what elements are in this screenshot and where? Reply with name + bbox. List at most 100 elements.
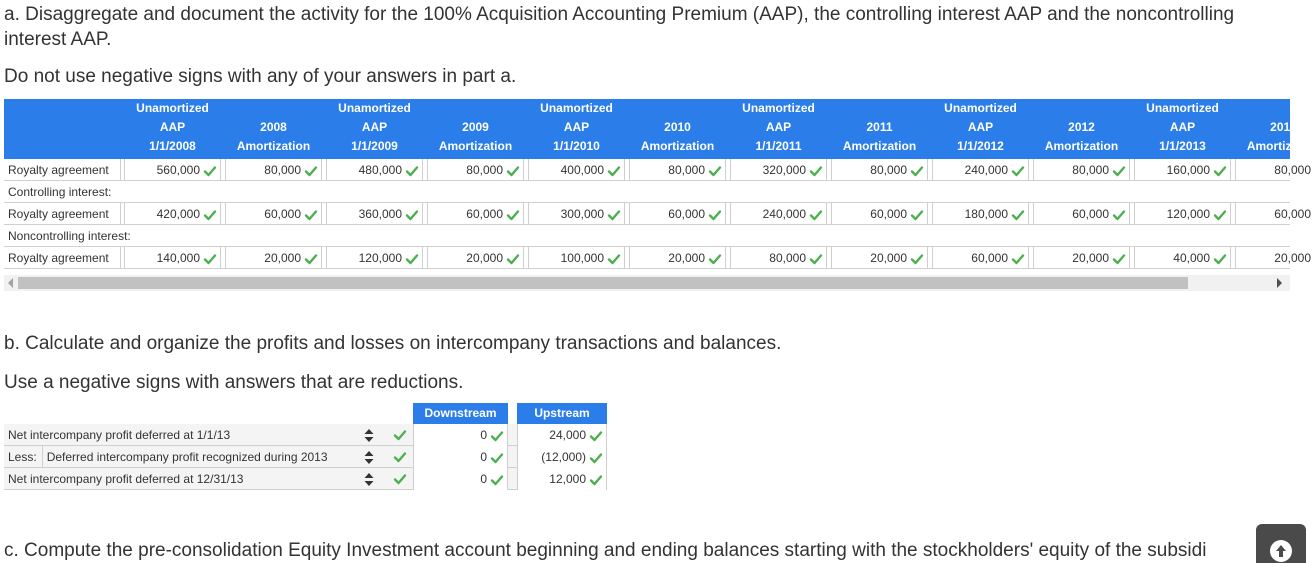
section-label: Noncontrolling interest: — [8, 229, 131, 243]
answer-value: 100,000 — [560, 251, 604, 265]
answer-input[interactable]: 120,000 — [1134, 203, 1231, 225]
check-icon — [708, 164, 722, 178]
answer-value: 60,000 — [466, 207, 503, 221]
answer-input[interactable]: 320,000 — [730, 159, 827, 181]
upstream-input[interactable]: 24,000 — [517, 424, 607, 446]
answer-input[interactable]: 20,000 — [831, 247, 928, 269]
answer-input[interactable]: 560,000 — [124, 159, 221, 181]
answer-input[interactable]: 80,000 — [1235, 159, 1314, 181]
row-label: Less: Deferred intercompany profit recogn… — [4, 446, 374, 468]
downstream-input[interactable]: 0 — [413, 424, 508, 446]
answer-input[interactable]: 80,000 — [427, 159, 524, 181]
column-header-line: Unamortized — [540, 101, 613, 115]
horizontal-scrollbar[interactable] — [4, 275, 1290, 291]
answer-input[interactable]: 80,000 — [629, 159, 726, 181]
check-icon — [607, 252, 621, 266]
answer-input[interactable]: 80,000 — [730, 247, 827, 269]
section-row: Controlling interest: — [4, 181, 1290, 203]
answer-input[interactable]: 20,000 — [1033, 247, 1130, 269]
spinner-icon[interactable] — [364, 473, 374, 486]
check-icon — [1011, 208, 1025, 222]
answer-input[interactable]: 20,000 — [629, 247, 726, 269]
upstream-header: Upstream — [517, 403, 607, 424]
check-icon — [506, 164, 520, 178]
answer-input[interactable]: 60,000 — [831, 203, 928, 225]
check-icon — [809, 164, 823, 178]
scroll-to-top-button[interactable] — [1256, 524, 1306, 563]
answer-input[interactable]: 60,000 — [225, 203, 322, 225]
answer-value: 80,000 — [870, 163, 907, 177]
check-icon — [304, 208, 318, 222]
answer-input[interactable]: 180,000 — [932, 203, 1029, 225]
answer-value: 240,000 — [762, 207, 806, 221]
spinner-icon[interactable] — [364, 451, 374, 464]
column-header-line: 1/1/2009 — [351, 139, 398, 153]
answer-input[interactable]: 420,000 — [124, 203, 221, 225]
answer-input[interactable]: 160,000 — [1134, 159, 1231, 181]
answer-input[interactable]: 20,000 — [225, 247, 322, 269]
answer-input[interactable]: 60,000 — [629, 203, 726, 225]
answer-input[interactable]: 60,000 — [932, 247, 1029, 269]
answer-value: 60,000 — [1072, 207, 1109, 221]
scrollbar-thumb[interactable] — [18, 277, 1188, 289]
column-header-line: Amortization — [1246, 139, 1314, 153]
answer-input[interactable]: 120,000 — [326, 247, 423, 269]
answer-input[interactable]: 20,000 — [427, 247, 524, 269]
answer-input[interactable]: 300,000 — [528, 203, 625, 225]
answer-value: 20,000 — [1274, 251, 1311, 265]
answer-input[interactable]: 80,000 — [1033, 159, 1130, 181]
check-icon — [1112, 208, 1126, 222]
answer-input[interactable]: 80,000 — [831, 159, 928, 181]
answer-value: 60,000 — [668, 207, 705, 221]
upstream-input[interactable]: 12,000 — [517, 468, 607, 490]
upstream-input[interactable]: (12,000) — [517, 446, 607, 468]
answer-input[interactable]: 40,000 — [1134, 247, 1231, 269]
answer-input[interactable]: 60,000 — [1235, 203, 1314, 225]
column-header-line: Amortization — [1044, 139, 1119, 153]
answer-input[interactable]: 360,000 — [326, 203, 423, 225]
column-header-line: Unamortized — [944, 101, 1017, 115]
downstream-input[interactable]: 0 — [413, 468, 508, 490]
scroll-right-icon[interactable] — [1277, 278, 1282, 288]
answer-input[interactable]: 60,000 — [427, 203, 524, 225]
column-header-line: AAP — [563, 120, 590, 134]
answer-value: 80,000 — [769, 251, 806, 265]
part-a-instruction: Do not use negative signs with any of yo… — [4, 66, 517, 87]
check-icon — [589, 451, 603, 465]
column-header-line: 2010 — [664, 120, 691, 134]
answer-value: 140,000 — [156, 251, 200, 265]
check-icon — [910, 164, 924, 178]
answer-input[interactable]: 100,000 — [528, 247, 625, 269]
scroll-left-icon[interactable] — [8, 278, 13, 288]
answer-input[interactable]: 140,000 — [124, 247, 221, 269]
less-prefix: Less: — [8, 446, 43, 468]
row-label-text: Deferred intercompany profit recognized … — [46, 450, 328, 464]
check-icon — [203, 252, 217, 266]
answer-input[interactable]: 20,000 — [1235, 247, 1314, 269]
arrow-up-circle-icon[interactable] — [1270, 540, 1292, 562]
check-icon — [1112, 252, 1126, 266]
table-row: Net intercompany profit deferred at 12/3… — [4, 468, 607, 490]
check-icon — [203, 164, 217, 178]
downstream-input[interactable]: 0 — [413, 446, 508, 468]
answer-input[interactable]: 240,000 — [730, 203, 827, 225]
spinner-icon[interactable] — [364, 429, 374, 442]
column-header-line: AAP — [159, 120, 186, 134]
check-icon — [1213, 208, 1227, 222]
answer-input[interactable]: 60,000 — [1033, 203, 1130, 225]
answer-input[interactable]: 400,000 — [528, 159, 625, 181]
answer-value: 420,000 — [156, 207, 200, 221]
answer-input[interactable]: 240,000 — [932, 159, 1029, 181]
answer-input[interactable]: 480,000 — [326, 159, 423, 181]
table-row: Royalty agreement 140,000 20,000 120,000 20,… — [4, 247, 1314, 269]
row-label: Net intercompany profit deferred at 1/1/… — [4, 424, 374, 446]
row-label-text: Net intercompany profit deferred at 12/3… — [8, 472, 244, 486]
check-icon — [910, 252, 924, 266]
answer-input[interactable]: 80,000 — [225, 159, 322, 181]
table-row: Net intercompany profit deferred at 1/1/… — [4, 424, 607, 446]
column-header-line: Unamortized — [742, 101, 815, 115]
answer-value: 160,000 — [1166, 163, 1210, 177]
check-icon — [506, 208, 520, 222]
column-header-line: Unamortized — [338, 101, 411, 115]
column-header-line: 1/1/2011 — [755, 139, 802, 153]
